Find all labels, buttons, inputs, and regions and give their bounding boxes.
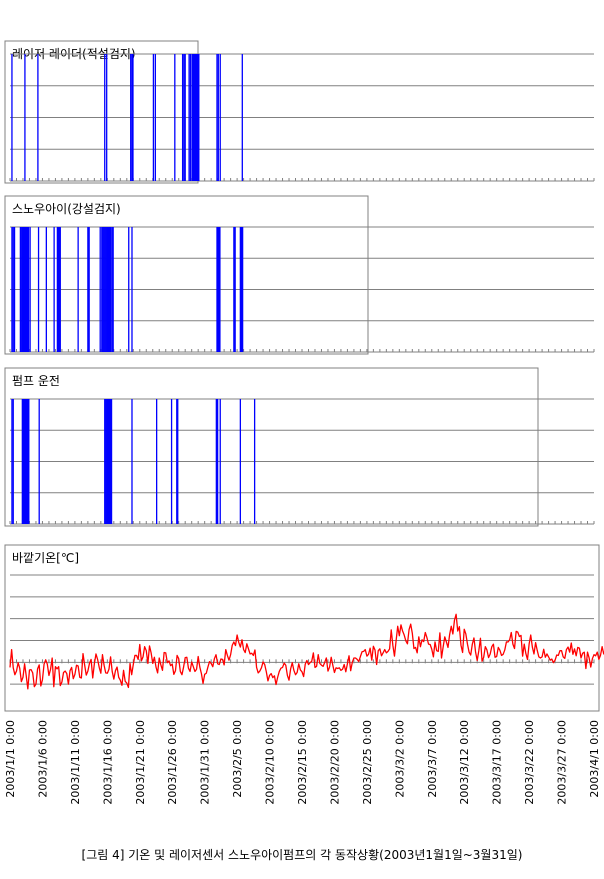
x-tick-label: 2003/3/2 0:00: [393, 720, 406, 798]
x-tick-label: 2003/3/7 0:00: [426, 720, 439, 798]
x-tick-label: 2003/1/26 0:00: [166, 720, 179, 805]
panel-frame: [4, 544, 600, 712]
x-tick-label: 2003/3/27 0:00: [556, 720, 569, 805]
x-tick-label: 2003/2/5 0:00: [231, 720, 244, 798]
x-tick-label: 2003/1/11 0:00: [69, 720, 82, 805]
chart-panel-2: 스노우아이(강설검지): [4, 195, 595, 355]
x-tick-label: 2003/3/22 0:00: [523, 720, 536, 805]
panel-frame: [4, 195, 369, 355]
x-tick-label: 2003/1/31 0:00: [199, 720, 212, 805]
panel-frame: [4, 40, 199, 184]
x-tick-label: 2003/1/6 0:00: [36, 720, 49, 798]
x-tick-label: 2003/1/21 0:00: [134, 720, 147, 805]
x-tick-label: 2003/1/16 0:00: [101, 720, 114, 805]
panel-frame: [4, 367, 539, 527]
chart-panel-1: 레이저 레이더(적설검지): [4, 40, 595, 184]
x-tick-label: 2003/3/17 0:00: [491, 720, 504, 805]
chart-panel-4: 바깥기온[℃]: [4, 544, 604, 712]
panel-title: 펌프 운전: [12, 374, 60, 388]
x-tick-label: 2003/1/1 0:00: [4, 720, 17, 798]
x-tick-label: 2003/2/10 0:00: [264, 720, 277, 805]
x-tick-labels: 2003/1/1 0:00 2003/1/6 0:00 2003/1/11 0:00…: [4, 720, 601, 805]
x-tick-label: 2003/2/20 0:00: [328, 720, 341, 805]
chart-panel-3: 펌프 운전: [4, 367, 595, 527]
temperature-series: [9, 613, 604, 690]
panel-title: 바깥기온[℃]: [12, 551, 79, 565]
figure-caption: [그림 4] 기온 및 레이저센서 스노우아이펌프의 각 동작상황(2003년1…: [81, 848, 523, 862]
panel-title: 스노우아이(강설검지): [12, 202, 121, 216]
x-tick-label: 2003/2/25 0:00: [361, 720, 374, 805]
x-tick-label: 2003/3/12 0:00: [458, 720, 471, 805]
x-tick-label: 2003/4/1 0:00: [588, 720, 601, 798]
x-tick-label: 2003/2/15 0:00: [296, 720, 309, 805]
